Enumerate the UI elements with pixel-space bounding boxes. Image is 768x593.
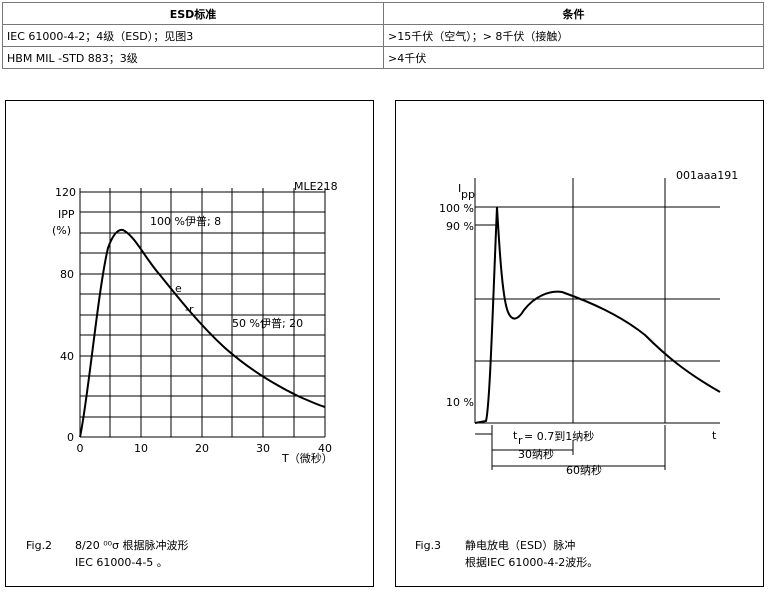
annotation: 30纳秒 (518, 447, 554, 461)
tick-label: 40 (60, 350, 74, 363)
axis-label: I (458, 182, 461, 195)
tick-label: 80 (60, 268, 74, 281)
figure-frame (5, 100, 374, 587)
level-label: 100 % (439, 202, 474, 215)
caption: 8/20 ⁰⁰σ 根据脉冲波形 (75, 538, 189, 552)
level-label: 90 % (446, 220, 474, 233)
spec-table: ESD标准 条件 IEC 61000-4-2；4级（ESD）；见图3 >15千伏（空… (2, 2, 764, 69)
annotation: t (513, 429, 518, 442)
caption-label: Fig.3 (415, 539, 441, 552)
annotation: -r (185, 303, 194, 316)
tick-label: 40 (318, 442, 332, 455)
axis-label: t (712, 429, 717, 442)
waveform (79, 228, 326, 438)
annotation: 100 %伊普; 8 (150, 214, 221, 228)
tick-label: 0 (77, 442, 84, 455)
annotation: = 0.7到1纳秒 (524, 429, 594, 443)
axis-label: (%) (52, 224, 71, 237)
tick-label: 20 (195, 442, 209, 455)
annotation: 50 %伊普; 20 (232, 316, 303, 330)
axis-label: IPP (58, 208, 75, 221)
tick-label: 120 (55, 186, 76, 199)
tick-label: 0 (67, 431, 74, 444)
annotation: r (518, 434, 523, 447)
caption: IEC 61000-4-5 。 (75, 556, 168, 569)
caption: 静电放电（ESD）脉冲 (465, 538, 575, 552)
tick-label: 30 (256, 442, 270, 455)
tick-label: 10 (134, 442, 148, 455)
axis-label: pp (461, 188, 475, 201)
figure-id: 001aaa191 (676, 169, 738, 182)
axis-label: T（微秒） (281, 451, 333, 465)
caption: 根据IEC 61000-4-2波形。 (465, 555, 598, 569)
grid (79, 188, 326, 438)
figure-frame (395, 100, 764, 587)
cell: >4千伏 (383, 46, 764, 69)
cell: HBM MIL -STD 883；3级 (2, 46, 384, 69)
caption-label: Fig.2 (26, 539, 52, 552)
grid (474, 178, 720, 470)
waveform (474, 206, 721, 424)
figure-id: MLE218 (294, 180, 338, 193)
level-label: 10 % (446, 396, 474, 409)
annotation: e (175, 282, 182, 295)
annotation: 60纳秒 (566, 463, 602, 477)
